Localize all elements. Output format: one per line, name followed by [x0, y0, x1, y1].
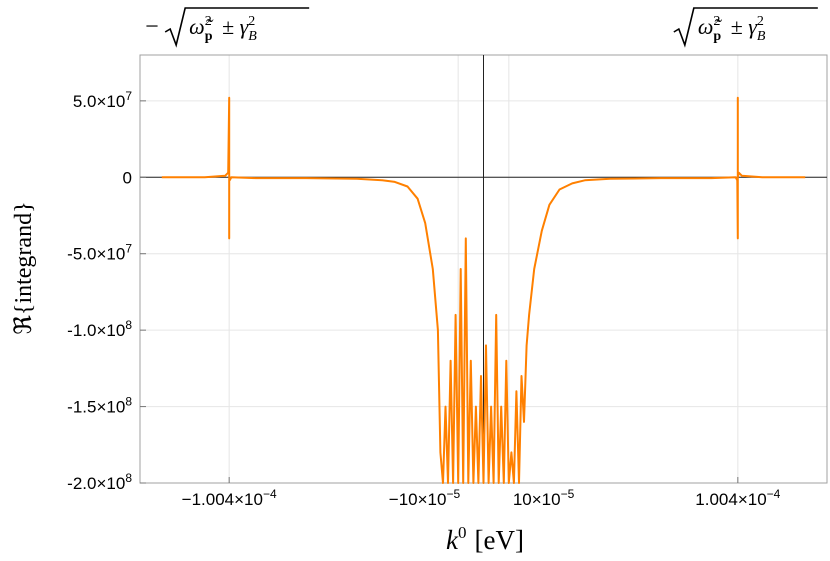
- x-axis-title-symbol: k: [446, 525, 459, 555]
- radical-sign: [164, 7, 310, 48]
- y-axis-title: ℜ{integrand}: [11, 201, 37, 334]
- x-tick-label: 10×10−5: [513, 487, 575, 509]
- x-tick-label: −10×10−5: [389, 487, 461, 509]
- y-tick-label: 5.0×107: [73, 89, 132, 111]
- top-label: ω̃2 p ± γ2 B: [673, 7, 818, 48]
- x-tick-label: −1.004×10−4: [182, 487, 277, 509]
- x-tick-label: 1.004×10−4: [695, 487, 780, 509]
- series-line: [161, 96, 806, 484]
- y-tick-label: -1.5×108: [67, 395, 132, 417]
- x-axis-title-unit: [eV]: [475, 525, 524, 555]
- series-group: [161, 96, 806, 484]
- radical-sign: [673, 7, 818, 48]
- y-tick-label: -2.0×108: [67, 471, 132, 493]
- y-tick-labels: 5.0×107 0 -5.0×107 -1.0×108 -1.5×108 -2.0×108: [67, 89, 132, 493]
- x-axis-title-superscript: 0: [458, 523, 467, 542]
- top-label-expression: ω̃2 p ± γ2 B: [189, 14, 257, 44]
- x-tick-labels: −1.004×10−4 −10×10−5 10×10−5 1.004×10−4: [182, 487, 781, 509]
- top-labels: − ω̃2 p ± γ2 B ω̃2 p ± γ2 B: [145, 7, 818, 48]
- axes: [139, 54, 828, 484]
- top-label-sign: −: [145, 14, 159, 40]
- top-label: − ω̃2 p ± γ2 B: [145, 7, 310, 48]
- top-label-expression: ω̃2 p ± γ2 B: [698, 14, 766, 44]
- y-tick-label: -1.0×108: [67, 318, 132, 340]
- y-tick-label: -5.0×107: [67, 242, 132, 264]
- y-tick-label: 0: [123, 168, 132, 187]
- x-axis-title: k0 [eV]: [446, 523, 524, 555]
